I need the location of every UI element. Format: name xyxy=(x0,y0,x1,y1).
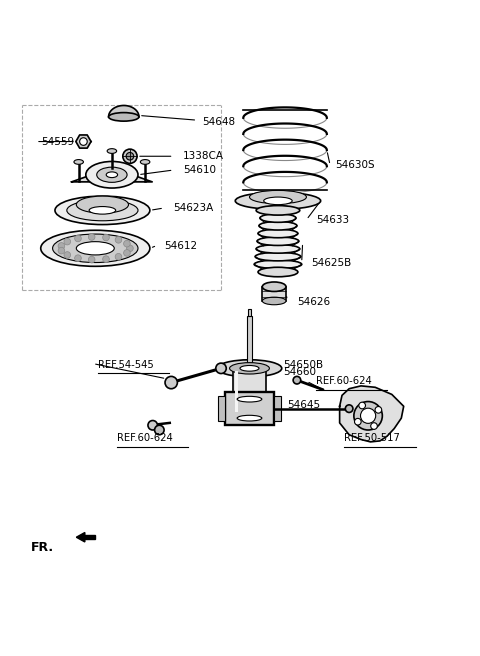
Text: 54645: 54645 xyxy=(288,400,321,410)
Ellipse shape xyxy=(240,365,259,371)
Circle shape xyxy=(155,425,164,435)
Ellipse shape xyxy=(126,152,134,160)
Circle shape xyxy=(355,419,361,425)
Circle shape xyxy=(148,420,157,430)
Ellipse shape xyxy=(96,167,127,182)
Ellipse shape xyxy=(257,237,299,245)
Ellipse shape xyxy=(41,230,150,266)
Polygon shape xyxy=(340,386,404,442)
Ellipse shape xyxy=(262,282,286,291)
Polygon shape xyxy=(76,135,91,148)
Ellipse shape xyxy=(250,190,306,204)
Ellipse shape xyxy=(260,214,296,222)
Polygon shape xyxy=(76,533,85,542)
Circle shape xyxy=(58,243,65,249)
Text: 54648: 54648 xyxy=(202,117,235,127)
Polygon shape xyxy=(72,168,152,182)
Text: 54630S: 54630S xyxy=(335,160,374,171)
Circle shape xyxy=(115,237,122,243)
Text: 54626: 54626 xyxy=(297,297,330,307)
Bar xyxy=(248,309,251,316)
Polygon shape xyxy=(81,535,96,539)
Ellipse shape xyxy=(108,113,139,121)
Circle shape xyxy=(103,234,109,241)
Text: 54650B: 54650B xyxy=(283,360,323,370)
Circle shape xyxy=(115,253,122,260)
Ellipse shape xyxy=(264,197,292,205)
Ellipse shape xyxy=(237,396,262,402)
Circle shape xyxy=(88,256,95,263)
Bar xyxy=(225,392,274,425)
Text: 54610: 54610 xyxy=(183,165,216,175)
Text: 54623A: 54623A xyxy=(174,203,214,213)
Text: REF.50-517: REF.50-517 xyxy=(344,433,400,443)
Text: REF.54-545: REF.54-545 xyxy=(97,359,154,369)
Ellipse shape xyxy=(258,229,298,237)
Text: 54625B: 54625B xyxy=(311,258,351,268)
Circle shape xyxy=(345,405,353,413)
Ellipse shape xyxy=(237,415,262,421)
Circle shape xyxy=(293,377,301,384)
Ellipse shape xyxy=(55,196,150,224)
Ellipse shape xyxy=(76,241,114,255)
Circle shape xyxy=(88,234,95,240)
Ellipse shape xyxy=(259,222,297,230)
Circle shape xyxy=(360,408,376,423)
Text: FR.: FR. xyxy=(31,541,54,554)
Text: 54633: 54633 xyxy=(316,215,349,225)
Ellipse shape xyxy=(258,267,298,277)
Circle shape xyxy=(64,252,71,258)
Ellipse shape xyxy=(53,234,138,262)
Ellipse shape xyxy=(217,359,282,377)
Bar xyxy=(218,396,225,421)
Circle shape xyxy=(124,240,130,247)
Circle shape xyxy=(371,422,377,430)
Circle shape xyxy=(124,249,130,256)
Ellipse shape xyxy=(262,297,286,305)
Bar xyxy=(233,369,265,415)
Ellipse shape xyxy=(89,207,116,214)
Ellipse shape xyxy=(140,159,150,164)
Ellipse shape xyxy=(106,172,118,178)
Ellipse shape xyxy=(86,161,138,188)
Ellipse shape xyxy=(67,200,138,221)
Text: REF.60-624: REF.60-624 xyxy=(316,376,372,386)
Polygon shape xyxy=(108,106,139,117)
Circle shape xyxy=(64,238,71,245)
Circle shape xyxy=(80,138,87,146)
Text: 54612: 54612 xyxy=(164,241,197,251)
Ellipse shape xyxy=(235,192,321,209)
Ellipse shape xyxy=(254,260,301,268)
Circle shape xyxy=(216,363,226,373)
Circle shape xyxy=(165,377,178,389)
Text: 1338CA: 1338CA xyxy=(183,152,224,161)
Bar xyxy=(235,371,238,412)
Circle shape xyxy=(127,245,133,252)
Ellipse shape xyxy=(256,245,300,253)
Circle shape xyxy=(375,407,382,413)
Ellipse shape xyxy=(256,205,300,215)
Circle shape xyxy=(75,255,81,262)
Circle shape xyxy=(103,256,109,262)
Text: 54660: 54660 xyxy=(283,367,316,377)
Ellipse shape xyxy=(74,159,84,164)
Bar xyxy=(274,396,281,421)
Circle shape xyxy=(359,402,365,409)
Ellipse shape xyxy=(123,149,137,163)
Circle shape xyxy=(354,401,383,430)
Text: 54559: 54559 xyxy=(41,136,74,146)
Ellipse shape xyxy=(261,206,295,215)
Ellipse shape xyxy=(229,363,269,374)
Circle shape xyxy=(75,235,81,242)
Text: REF.60-624: REF.60-624 xyxy=(117,433,172,443)
Ellipse shape xyxy=(255,253,301,261)
Bar xyxy=(262,287,286,301)
Ellipse shape xyxy=(76,196,129,213)
Bar xyxy=(247,316,252,367)
Circle shape xyxy=(58,247,65,254)
Ellipse shape xyxy=(107,149,117,154)
